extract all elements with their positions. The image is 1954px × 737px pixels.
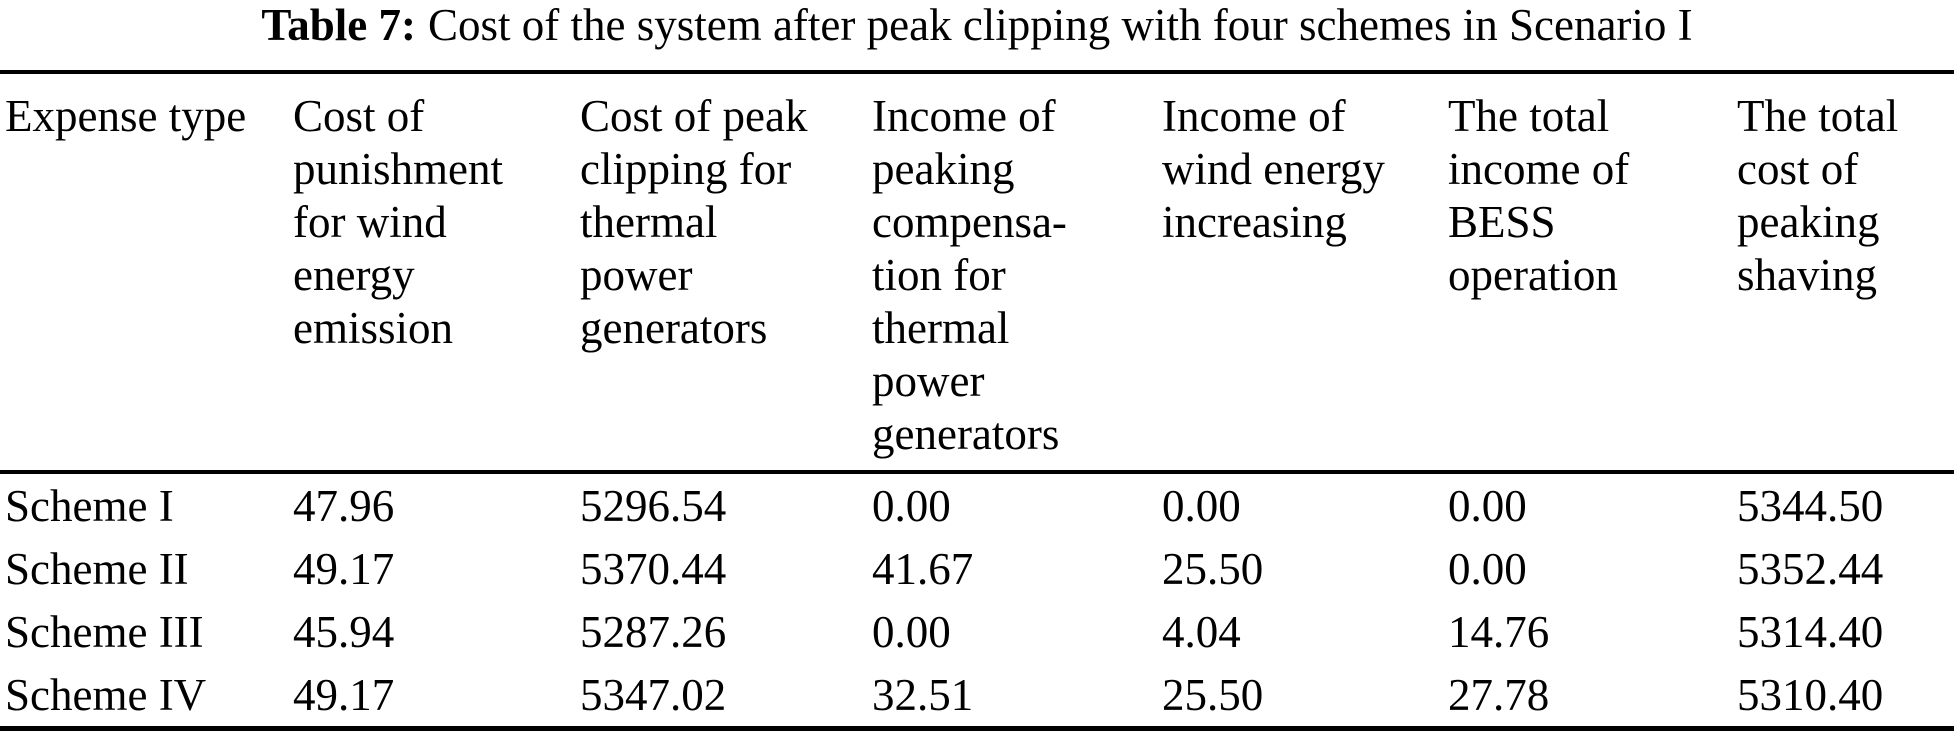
- column-header-total-income-bess: The total income of BESS operation: [1448, 72, 1737, 474]
- table-cell: 49.17: [293, 543, 395, 594]
- table-cell: 0.00: [1448, 480, 1527, 531]
- table-cell: 5347.02: [580, 669, 727, 720]
- table-row-scheme-2: Scheme II 49.17 5370.44 41.67 25.50 0.00…: [0, 537, 1954, 600]
- table-cell: 0.00: [1162, 480, 1241, 531]
- table-cell: 0.00: [872, 480, 951, 531]
- table-cell: 5296.54: [580, 480, 727, 531]
- row-label: Scheme IV: [5, 669, 207, 720]
- table-row-scheme-3: Scheme III 45.94 5287.26 0.00 4.04 14.76…: [0, 600, 1954, 663]
- table-caption-label: Table 7:: [261, 0, 416, 50]
- table-cell: 49.17: [293, 669, 395, 720]
- table-cell: 25.50: [1162, 543, 1264, 594]
- column-header-cost-of-peak-clipping: Cost of peak clipping for thermal power …: [580, 72, 872, 474]
- table-caption-text: Cost of the system after peak clipping w…: [427, 0, 1693, 50]
- table-cell: 41.67: [872, 543, 974, 594]
- table-row-scheme-4: Scheme IV 49.17 5347.02 32.51 25.50 27.7…: [0, 663, 1954, 729]
- column-header-cost-of-punishment: Cost of punishment for wind energy emiss…: [293, 72, 580, 474]
- header-row: Expense type Cost of punishment for wind…: [0, 72, 1954, 474]
- table-cell: 5344.50: [1737, 480, 1884, 531]
- table-cell: 4.04: [1162, 606, 1241, 657]
- table-cell: 0.00: [1448, 543, 1527, 594]
- column-header-income-peaking-compensation: Income of peaking compensa- tion for the…: [872, 72, 1162, 474]
- row-label: Scheme I: [5, 480, 174, 531]
- row-label: Scheme III: [5, 606, 204, 657]
- table-cell: 5310.40: [1737, 669, 1884, 720]
- table-cell: 5370.44: [580, 543, 727, 594]
- table-cell: 5352.44: [1737, 543, 1884, 594]
- cost-table: Expense type Cost of punishment for wind…: [0, 70, 1954, 731]
- table-cell: 32.51: [872, 669, 974, 720]
- table-cell: 25.50: [1162, 669, 1264, 720]
- table-cell: 0.00: [872, 606, 951, 657]
- row-label: Scheme II: [5, 543, 189, 594]
- column-header-total-cost-peaking-shaving: The total cost of peaking shaving: [1737, 72, 1954, 474]
- table-cell: 14.76: [1448, 606, 1550, 657]
- table-caption: Table 7: Cost of the system after peak cl…: [0, 0, 1954, 70]
- table-cell: 45.94: [293, 606, 395, 657]
- table-cell: 5287.26: [580, 606, 727, 657]
- table-cell: 27.78: [1448, 669, 1550, 720]
- table-cell: 47.96: [293, 480, 395, 531]
- table-row-scheme-1: Scheme I 47.96 5296.54 0.00 0.00 0.00 53…: [0, 472, 1954, 537]
- table-cell: 5314.40: [1737, 606, 1884, 657]
- column-header-expense-type: Expense type: [0, 72, 293, 474]
- column-header-income-wind-energy: Income of wind energy increasing: [1162, 72, 1448, 474]
